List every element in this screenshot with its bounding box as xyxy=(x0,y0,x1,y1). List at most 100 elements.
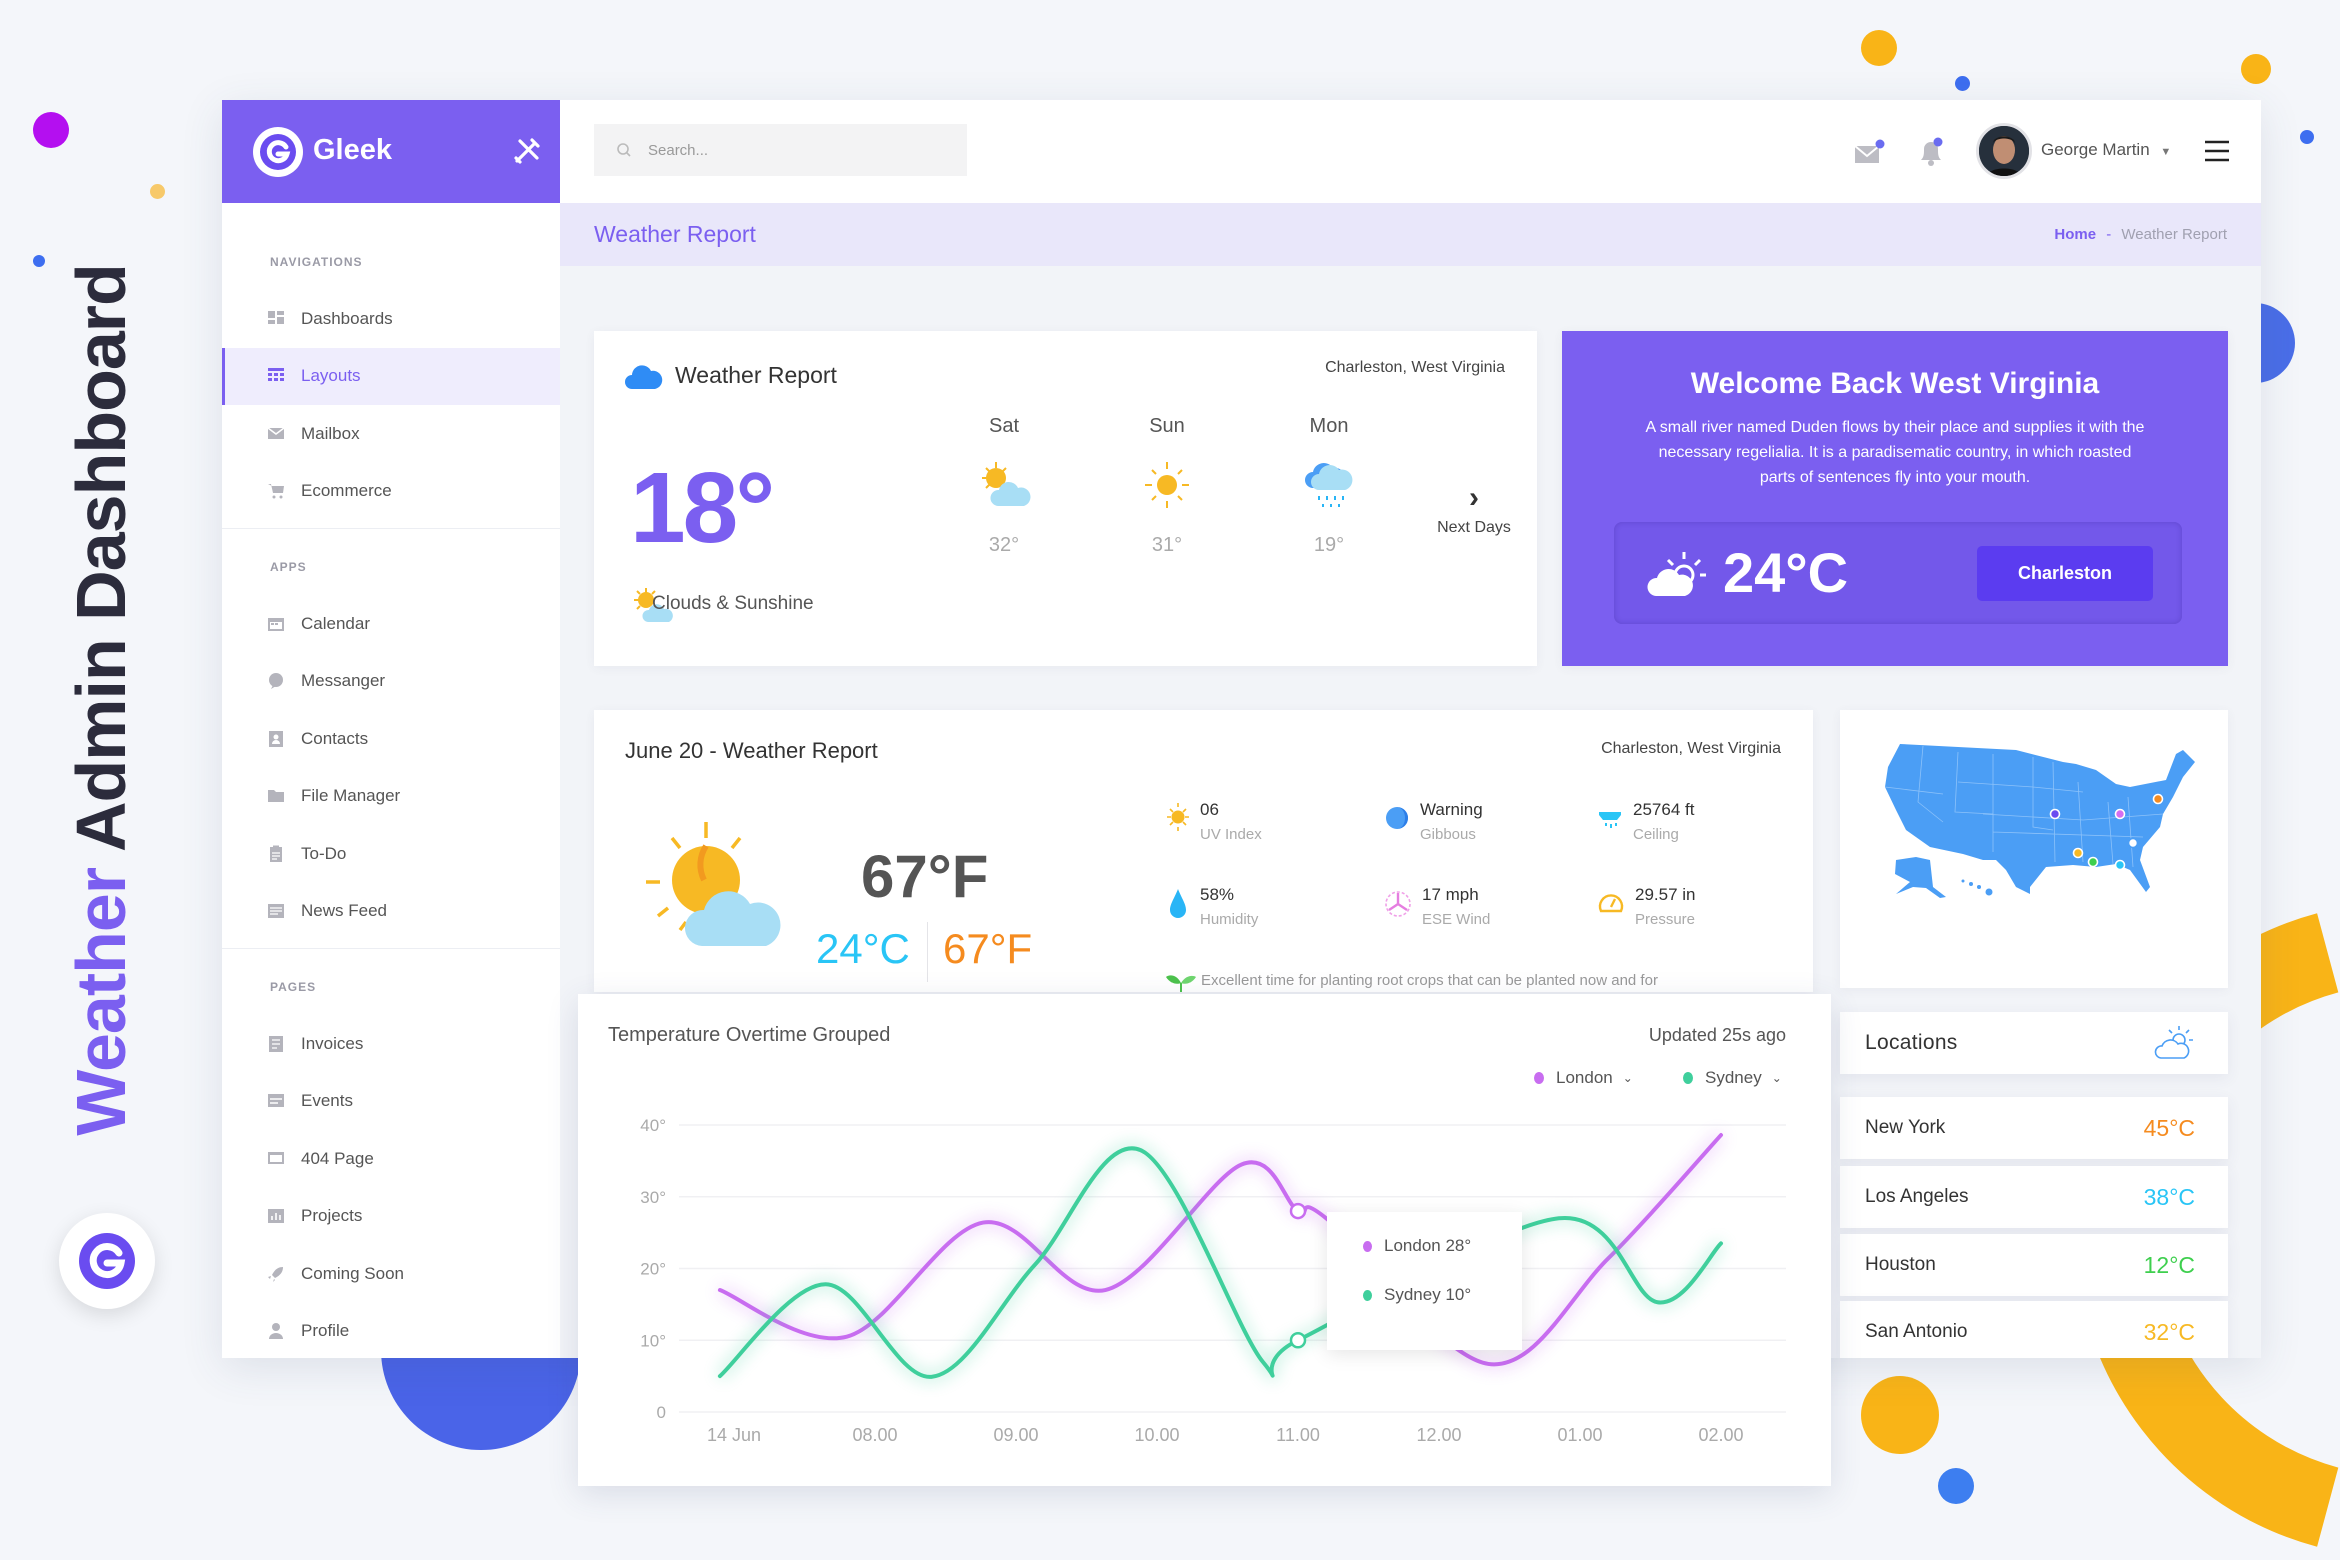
current-weather-box: 24°C Charleston xyxy=(1614,522,2182,624)
charleston-button[interactable]: Charleston xyxy=(1977,546,2153,601)
cloud-sun-outline-icon xyxy=(2154,1026,2193,1059)
sidebar-item-layouts[interactable]: Layouts xyxy=(222,347,560,405)
card-title: June 20 - Weather Report xyxy=(625,738,878,763)
brand-logo-badge xyxy=(59,1213,155,1309)
welcome-card: Welcome Back West Virginia A small river… xyxy=(1562,331,2228,666)
decor-dot xyxy=(1938,1468,1974,1504)
next-days-button[interactable]: › Next Days xyxy=(1414,481,1534,537)
error-page-icon xyxy=(268,1151,284,1164)
sidebar-item-invoices[interactable]: Invoices xyxy=(222,1015,560,1073)
search-input[interactable]: Search... xyxy=(594,124,967,176)
forecast-day-label: Sat xyxy=(988,415,1020,437)
sidebar-item-label: News Feed xyxy=(301,901,387,921)
folder-icon xyxy=(268,790,284,803)
sidebar-nav: NAVIGATIONS Dashboards Layouts Mailbox Ecomm… xyxy=(222,203,560,1358)
location-city: New York xyxy=(1865,1117,1946,1138)
sidebar-item-ecommerce[interactable]: Ecommerce xyxy=(222,463,560,521)
sidebar-item-label: Layouts xyxy=(301,366,361,386)
locations-header: Locations xyxy=(1840,1012,2228,1074)
legend-london[interactable]: London ⌄ xyxy=(1534,1068,1633,1088)
us-map[interactable] xyxy=(1883,742,2196,902)
user-icon xyxy=(269,1323,283,1340)
sidebar-item-contacts[interactable]: Contacts xyxy=(222,710,560,768)
cart-icon xyxy=(268,484,284,499)
sidebar-item-file-manager[interactable]: File Manager xyxy=(222,768,560,826)
location-row[interactable]: Los Angeles 38°C xyxy=(1840,1166,2228,1228)
sprout-icon xyxy=(1166,975,1196,992)
chevron-right-icon: › xyxy=(1469,481,1479,514)
stat-label: Gibbous xyxy=(1420,826,1476,843)
sidebar-item-mailbox[interactable]: Mailbox xyxy=(222,405,560,463)
user-menu[interactable]: George Martin ▼ xyxy=(2041,140,2171,160)
tooltip-label: Sydney 10° xyxy=(1384,1285,1472,1304)
weather-report-card: Weather Report Charleston, West Virginia… xyxy=(594,331,1537,666)
location-row[interactable]: New York 45°C xyxy=(1840,1097,2228,1159)
location-temp: 45°C xyxy=(2143,1114,2195,1141)
sidebar-item-messanger[interactable]: Messanger xyxy=(222,653,560,711)
alaska-shape xyxy=(1895,857,1946,898)
settings-tools-button[interactable] xyxy=(514,138,540,169)
sun-cloud-icon xyxy=(646,822,781,946)
sidebar-item-events[interactable]: Events xyxy=(222,1073,560,1131)
sun-cloud-icon xyxy=(982,462,1031,506)
sidebar-item-profile[interactable]: Profile xyxy=(222,1303,560,1359)
x-tick-label: 14 Jun xyxy=(707,1425,761,1445)
notifications-button[interactable] xyxy=(1916,136,1946,173)
data-point-marker[interactable] xyxy=(1289,1332,1307,1349)
location-temp: 32°C xyxy=(2143,1318,2195,1345)
layouts-icon xyxy=(268,368,284,382)
stat-value: 25764 ft xyxy=(1633,800,1695,819)
locations-title: Locations xyxy=(1865,1031,1958,1054)
sidebar-item-news-feed[interactable]: News Feed xyxy=(222,883,560,941)
moon-icon xyxy=(1386,807,1408,829)
stat-value: 17 mph xyxy=(1422,885,1479,904)
topbar: Search... George Martin ▼ xyxy=(560,100,2261,203)
sidebar-item-404-page[interactable]: 404 Page xyxy=(222,1130,560,1188)
legend-dot xyxy=(1363,1240,1372,1252)
data-point-marker[interactable] xyxy=(1289,1202,1307,1220)
line-chart: 0 10° 20° 30° 40° 14 Jun 08.00 09.00 10.00 11.00 1… xyxy=(640,1116,1786,1445)
series-line-sydney[interactable] xyxy=(717,1146,1723,1379)
decor-dot xyxy=(33,255,45,267)
breadcrumb-home[interactable]: Home xyxy=(2054,226,2097,243)
stat-moon: Warning Gibbous xyxy=(1384,800,1483,843)
user-name: George Martin xyxy=(2041,140,2150,159)
location-row[interactable]: Houston 12°C xyxy=(1840,1234,2228,1296)
series-line-london[interactable] xyxy=(717,1133,1723,1367)
sidebar-item-dashboards[interactable]: Dashboards xyxy=(222,290,560,348)
stat-label: UV Index xyxy=(1200,826,1262,843)
projects-icon xyxy=(268,1209,284,1224)
stat-label: Humidity xyxy=(1200,911,1259,928)
brand-logo[interactable] xyxy=(253,127,303,177)
stat-uv-index: 06 UV Index xyxy=(1166,800,1262,843)
stat-value: 29.57 in xyxy=(1635,885,1696,904)
forecast-day: Sat 32° xyxy=(944,415,1064,557)
forecast-day: Mon 19° xyxy=(1269,415,1389,557)
sidebar-section: PAGES Invoices Events 404 Page Projects Comin… xyxy=(222,949,560,1358)
sidebar-item-label: Mailbox xyxy=(301,423,360,443)
brand-header: Gleek xyxy=(222,100,560,203)
messages-button[interactable] xyxy=(1853,138,1885,171)
g-logo-icon xyxy=(260,134,296,170)
sidebar-item-calendar[interactable]: Calendar xyxy=(222,595,560,653)
sidebar-item-projects[interactable]: Projects xyxy=(222,1188,560,1246)
x-tick-label: 10.00 xyxy=(1134,1425,1179,1445)
legend-sydney[interactable]: Sydney ⌄ xyxy=(1683,1068,1782,1088)
sidebar-item-label: Profile xyxy=(301,1321,350,1341)
x-tick-label: 01.00 xyxy=(1557,1425,1602,1445)
y-tick-label: 40° xyxy=(640,1116,666,1135)
condition-label: Clouds & Sunshine xyxy=(652,593,814,614)
invoice-icon xyxy=(269,1035,283,1052)
avatar[interactable] xyxy=(1976,123,2032,179)
planting-tip: Excellent time for planting root crops t… xyxy=(1201,972,1658,989)
location-row[interactable]: San Antonio 32°C xyxy=(1840,1301,2228,1358)
menu-button[interactable] xyxy=(2204,140,2230,167)
decor-dot xyxy=(1955,76,1970,91)
sidebar-item-coming-soon[interactable]: Coming Soon xyxy=(222,1245,560,1303)
legend-dot xyxy=(1534,1072,1544,1084)
stat-pressure: 29.57 in Pressure xyxy=(1597,885,1696,928)
uv-sun-icon xyxy=(1167,803,1189,831)
sidebar-item-to-do[interactable]: To-Do xyxy=(222,825,560,883)
avatar-photo xyxy=(1979,126,2029,176)
decor-dot xyxy=(2300,130,2314,144)
